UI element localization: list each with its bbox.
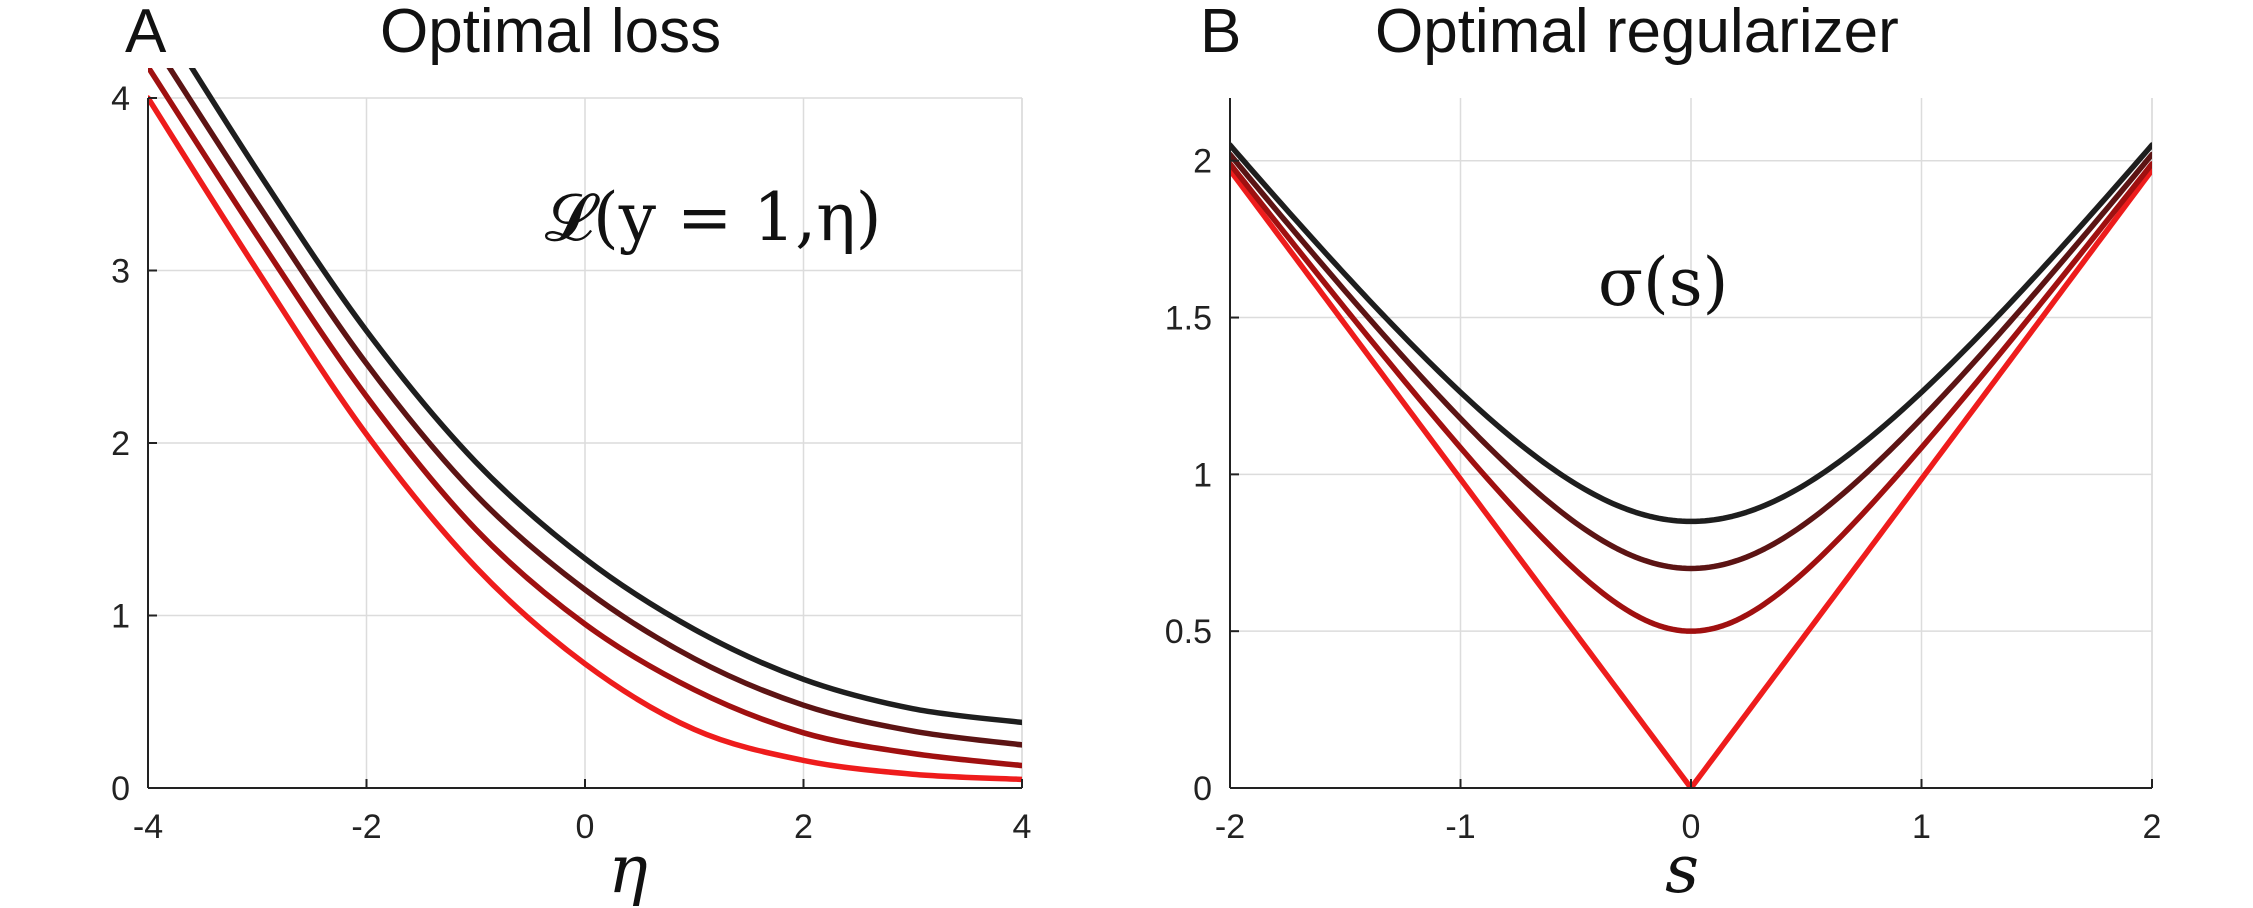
y-tick-label: 2: [1193, 143, 1212, 181]
annotation-a: 𝓛(y = 1,η): [545, 179, 882, 256]
y-tick-label: 4: [111, 80, 130, 118]
y-tick-label: 1.5: [1165, 300, 1212, 338]
x-tick-label: 0: [576, 808, 595, 846]
panel-a: A Optimal loss -4 -2 0 2 4 0 1 2 3 4 𝓛(y = 1,η) η: [111, 0, 1031, 908]
panel-b: B Optimal regularizer -2 -1 0 1 2 0 0.5 1 1.5 2 σ…: [1165, 0, 2162, 908]
panel-title-a: Optimal loss: [380, 0, 721, 66]
x-tick-label: 1: [1912, 808, 1931, 846]
x-tick-label: -4: [133, 808, 163, 846]
x-tick-label: 2: [2143, 808, 2162, 846]
series-line-b-4: [1230, 142, 2152, 525]
panel-title-b: Optimal regularizer: [1375, 0, 1899, 66]
series-line-a-3: [166, 68, 1022, 748]
series-line-a-2: [148, 68, 1022, 769]
y-tick-label: 0: [111, 770, 130, 808]
x-tick-label: 2: [794, 808, 813, 846]
axes-a: [147, 97, 1023, 789]
annotation-b: σ(s): [1598, 244, 1728, 321]
series-line-b-2: [1230, 161, 2152, 634]
x-tick-label: -1: [1445, 808, 1475, 846]
y-tick-label: 0: [1193, 770, 1212, 808]
x-tick-label: 4: [1013, 808, 1032, 846]
series-line-a-4: [188, 68, 1022, 726]
y-tick-label: 1: [1193, 456, 1212, 494]
x-axis-label-a: η: [608, 831, 648, 908]
grid-b: [1229, 98, 2153, 789]
ticks-a: -4 -2 0 2 4 0 1 2 3 4: [111, 80, 1031, 846]
y-tick-label: 1: [111, 598, 130, 636]
axes-b: [1229, 98, 2153, 789]
y-tick-label: 2: [111, 425, 130, 463]
x-tick-label: -2: [1215, 808, 1245, 846]
x-tick-label: -2: [351, 808, 381, 846]
x-tick-label: 0: [1682, 808, 1701, 846]
ticks-b: -2 -1 0 1 2 0 0.5 1 1.5 2: [1165, 143, 2162, 846]
series-line-a-1: [148, 95, 1022, 783]
y-tick-label: 0.5: [1165, 613, 1212, 651]
panel-letter-a: A: [125, 0, 167, 66]
series-line-b-1: [1230, 167, 2152, 788]
x-axis-label-b: s: [1665, 831, 1699, 908]
series-b: [1230, 142, 2152, 788]
series-line-b-3: [1230, 151, 2152, 572]
y-tick-label: 3: [111, 253, 130, 291]
panel-letter-b: B: [1200, 0, 1241, 66]
series-a: [148, 68, 1022, 783]
